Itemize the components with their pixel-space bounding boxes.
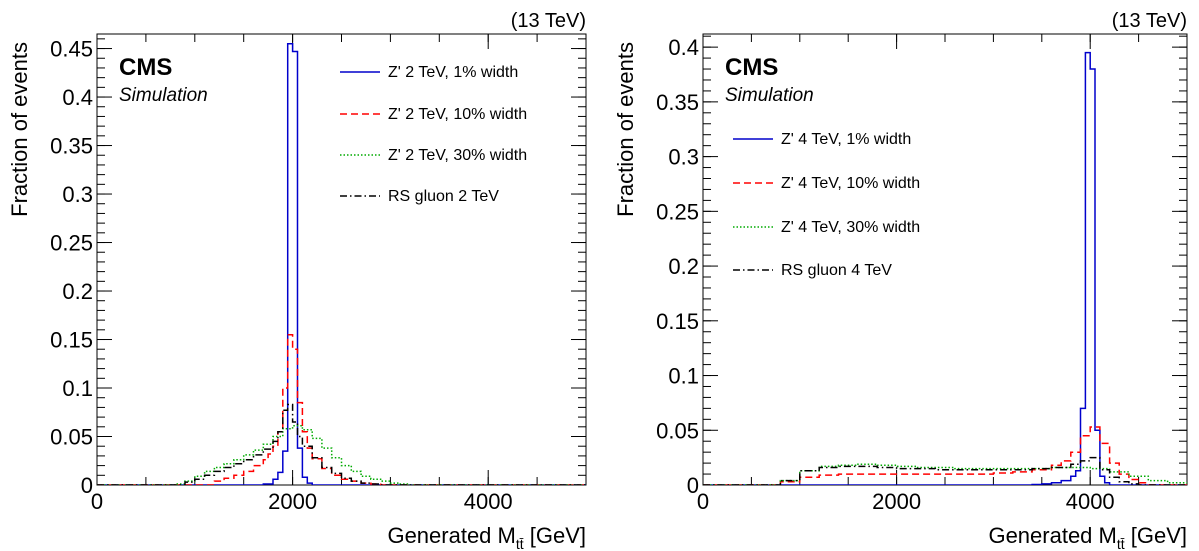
x-axis-label: Generated Mtt̄ [GeV] — [387, 523, 586, 551]
x-axis-label-sub: tt̄ — [1117, 536, 1125, 551]
x-tick-label: 0 — [697, 489, 709, 514]
x-tick-label: 4000 — [464, 489, 513, 514]
subtitle-label: Simulation — [725, 85, 814, 106]
y-tick-label: 0.05 — [656, 418, 699, 443]
legend-label: Z' 2 TeV, 30% width — [388, 147, 527, 164]
y-tick-label: 0.1 — [668, 364, 699, 389]
legend-label: Z' 4 TeV, 30% width — [781, 219, 920, 236]
energy-label: (13 TeV) — [1112, 10, 1187, 32]
experiment-label: CMS — [119, 54, 172, 81]
series-line-3 — [97, 425, 586, 485]
legend-label: Z' 4 TeV, 1% width — [781, 131, 911, 148]
y-tick-label: 0.4 — [62, 85, 93, 110]
y-tick-label: 0.35 — [656, 90, 699, 115]
y-tick-label: 0.25 — [656, 199, 699, 224]
series-line-4 — [703, 456, 1187, 485]
y-tick-label: 0.45 — [50, 37, 93, 62]
x-axis-label: Generated Mtt̄ [GeV] — [988, 523, 1187, 551]
chart-panel-2: 0 0.05 0.1 0.15 0.2 0.25 0.3 0.35 0.4 0 2000 4000 Z'… — [613, 10, 1188, 551]
subtitle-label: Simulation — [119, 85, 208, 106]
legend-label: Z' 2 TeV, 1% width — [388, 64, 518, 81]
y-tick-label: 0.2 — [62, 279, 93, 304]
series-line-4 — [97, 403, 586, 485]
legend-label: RS gluon 4 TeV — [781, 262, 892, 279]
y-tick-label: 0.3 — [668, 145, 699, 170]
x-tick-label: 2000 — [268, 489, 317, 514]
y-tick-label: 0.25 — [50, 231, 93, 256]
x-tick-label: 4000 — [1066, 489, 1115, 514]
y-tick-label: 0 — [81, 473, 93, 498]
x-tick-label: 2000 — [872, 489, 921, 514]
x-axis-label-sub: tt̄ — [516, 536, 524, 551]
x-axis-label-unit: [GeV] — [1125, 523, 1187, 548]
x-axis-label-unit: [GeV] — [524, 523, 586, 548]
legend-label: RS gluon 2 TeV — [388, 188, 499, 205]
experiment-label: CMS — [725, 54, 778, 81]
y-tick-label: 0.15 — [656, 309, 699, 334]
series-line-1 — [703, 51, 1187, 485]
x-tick-label: 0 — [91, 489, 103, 514]
y-tick-label: 0 — [687, 473, 699, 498]
series-line-2 — [703, 426, 1187, 485]
y-tick-label: 0.1 — [62, 376, 93, 401]
legend-label: Z' 2 TeV, 10% width — [388, 106, 527, 123]
y-tick-label: 0.2 — [668, 254, 699, 279]
y-tick-label: 0.05 — [50, 425, 93, 450]
y-tick-label: 0.35 — [50, 134, 93, 159]
y-tick-label: 0.15 — [50, 328, 93, 353]
y-tick-label: 0.3 — [62, 182, 93, 207]
series-line-3 — [703, 463, 1187, 485]
y-axis-label: Fraction of events — [7, 42, 32, 217]
series-group — [97, 42, 586, 485]
chart-panel-1: 0 0.05 0.1 0.15 0.2 0.25 0.3 0.35 0.4 0.45 0 2000 40… — [7, 10, 587, 551]
series-group — [703, 51, 1187, 485]
x-axis-label-main: Generated M — [988, 523, 1116, 548]
y-tick-label: 0.4 — [668, 35, 699, 60]
series-line-1 — [97, 42, 586, 485]
series-line-2 — [97, 333, 586, 485]
legend-label: Z' 4 TeV, 10% width — [781, 175, 920, 192]
y-axis-label: Fraction of events — [613, 42, 638, 217]
x-axis-label-main: Generated M — [387, 523, 515, 548]
energy-label: (13 TeV) — [511, 10, 586, 32]
